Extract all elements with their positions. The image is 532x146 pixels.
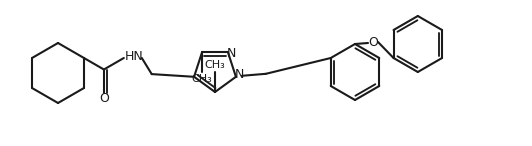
Text: CH₃: CH₃ bbox=[192, 74, 212, 84]
Text: O: O bbox=[368, 35, 378, 48]
Text: N: N bbox=[235, 68, 245, 81]
Text: O: O bbox=[99, 92, 109, 105]
Text: CH₃: CH₃ bbox=[205, 60, 226, 70]
Text: HN: HN bbox=[124, 51, 143, 64]
Text: N: N bbox=[227, 47, 237, 60]
